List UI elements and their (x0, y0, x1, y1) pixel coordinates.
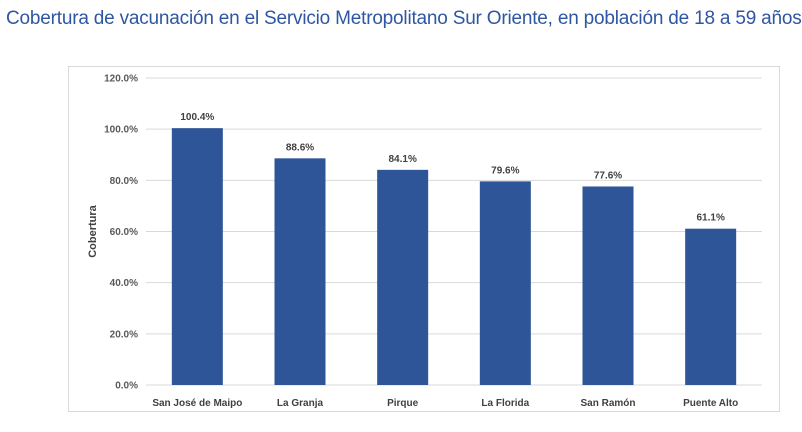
y-tick-label: 120.0% (104, 74, 138, 85)
bar (479, 181, 531, 385)
x-tick-label: San Ramón (580, 398, 635, 409)
bar (685, 228, 737, 385)
x-tick-label: Pirque (387, 398, 419, 409)
bar (274, 158, 326, 385)
y-tick-label: 60.0% (110, 227, 138, 238)
data-label: 61.1% (696, 213, 724, 224)
data-label: 100.4% (180, 112, 214, 123)
y-tick-label: 100.0% (104, 125, 138, 136)
data-label: 84.1% (388, 154, 416, 165)
y-tick-label: 0.0% (115, 381, 138, 392)
data-label: 77.6% (594, 170, 622, 181)
data-label: 88.6% (286, 142, 314, 153)
y-tick-label: 80.0% (110, 176, 138, 187)
bar (171, 128, 223, 386)
x-tick-label: San José de Maipo (152, 398, 242, 409)
bar (377, 169, 429, 385)
bar (582, 186, 634, 385)
page-title: Cobertura de vacunación en el Servicio M… (6, 8, 802, 29)
data-label: 79.6% (491, 165, 519, 176)
x-tick-label: La Florida (481, 398, 529, 409)
y-tick-label: 40.0% (110, 278, 138, 289)
x-tick-label: Puente Alto (683, 398, 738, 409)
y-axis-label: Cobertura (87, 204, 99, 257)
x-tick-label: La Granja (277, 398, 324, 409)
y-tick-label: 20.0% (110, 329, 138, 340)
